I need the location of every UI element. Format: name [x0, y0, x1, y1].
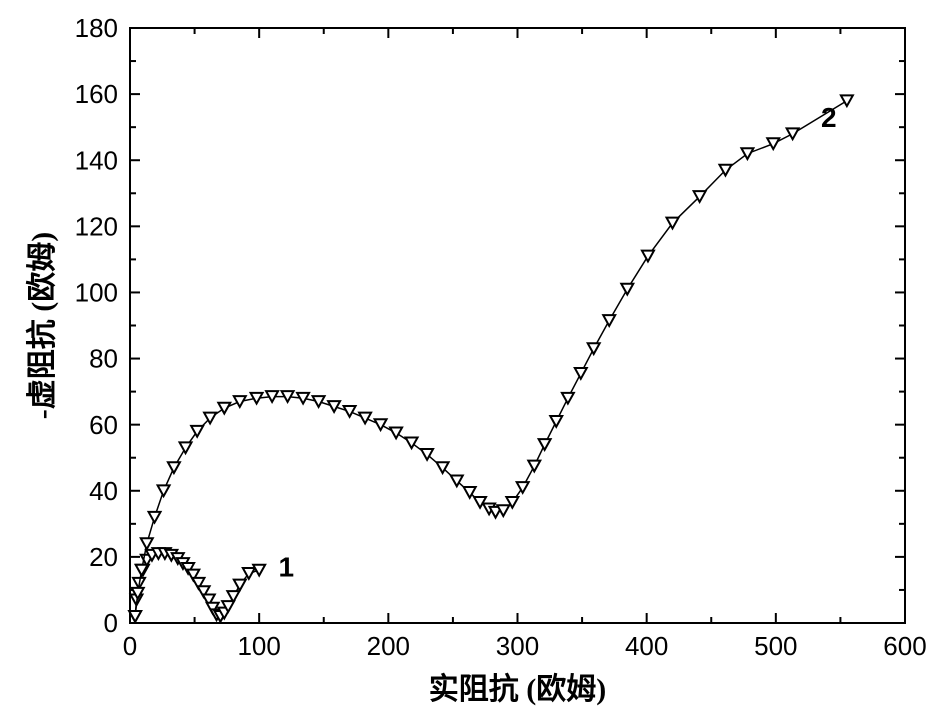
- triangle-down-marker: [539, 439, 551, 450]
- triangle-down-marker: [344, 406, 356, 417]
- triangle-down-marker: [234, 396, 246, 407]
- impedance-chart: 0 100 200 300 400 500 600 实阻抗 (欧姆) 0 20 40 60 80 100 1…: [0, 0, 952, 723]
- y-tick-label: 120: [75, 211, 118, 241]
- triangle-down-marker: [642, 251, 654, 262]
- triangle-down-marker: [168, 462, 180, 473]
- triangle-down-marker: [313, 396, 325, 407]
- series-label: 1: [279, 552, 295, 583]
- triangle-down-marker: [517, 482, 529, 493]
- x-tick-label: 100: [237, 631, 280, 661]
- x-tick-label: 600: [883, 631, 926, 661]
- triangle-down-marker: [841, 95, 853, 106]
- triangle-down-marker: [621, 284, 633, 295]
- x-tick-label: 0: [123, 631, 137, 661]
- triangle-down-marker: [149, 512, 161, 523]
- x-tick-label: 400: [625, 631, 668, 661]
- plot-frame: [130, 28, 905, 623]
- y-tick-label: 100: [75, 278, 118, 308]
- triangle-down-marker: [588, 343, 600, 354]
- y-tick-label: 60: [89, 410, 118, 440]
- series-curve-2: 2: [129, 95, 853, 621]
- triangle-down-marker: [375, 419, 387, 430]
- triangle-down-marker: [243, 568, 255, 579]
- triangle-down-marker: [528, 461, 540, 472]
- triangle-down-marker: [359, 413, 371, 424]
- y-tick-label: 140: [75, 145, 118, 175]
- series-curve-1: 1: [129, 548, 294, 622]
- y-tick-label: 0: [104, 608, 118, 638]
- triangle-down-marker: [787, 128, 799, 139]
- triangle-down-marker: [562, 393, 574, 404]
- y-tick-label: 20: [89, 542, 118, 572]
- triangle-down-marker: [550, 416, 562, 427]
- triangle-down-marker: [191, 426, 203, 437]
- y-axis-title: -虚阻抗 (欧姆): [25, 232, 59, 419]
- x-tick-label: 200: [367, 631, 410, 661]
- triangle-down-marker: [253, 565, 265, 576]
- triangle-down-marker: [158, 485, 170, 496]
- x-axis-title: 实阻抗 (欧姆): [429, 672, 606, 706]
- series-label: 2: [821, 102, 837, 133]
- triangle-down-marker: [390, 428, 402, 439]
- y-tick-label: 160: [75, 79, 118, 109]
- x-tick-label: 300: [496, 631, 539, 661]
- triangle-down-marker: [575, 368, 587, 379]
- triangle-down-marker: [767, 138, 779, 149]
- triangle-down-marker: [180, 442, 192, 453]
- triangle-down-marker: [328, 401, 340, 412]
- y-tick-label: 80: [89, 344, 118, 374]
- series-line: [135, 101, 847, 617]
- triangle-down-marker: [234, 580, 246, 591]
- triangle-down-marker: [603, 315, 615, 326]
- x-tick-label: 500: [754, 631, 797, 661]
- triangle-down-marker: [667, 218, 679, 229]
- y-tick-label: 40: [89, 476, 118, 506]
- y-tick-label: 180: [75, 13, 118, 43]
